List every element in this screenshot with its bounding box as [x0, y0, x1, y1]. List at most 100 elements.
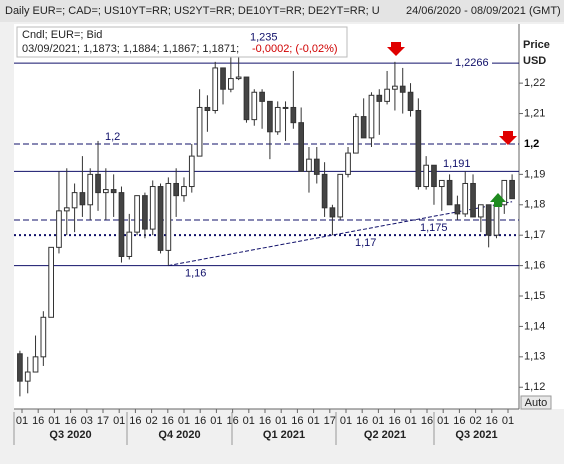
candle-body: [321, 173, 328, 209]
red-arrow: [499, 131, 517, 145]
x-tick-label: 01: [113, 415, 125, 427]
header-range-bg: [402, 2, 564, 20]
candle-body: [290, 106, 297, 124]
candle-body: [48, 246, 54, 318]
x-tick-label: 16: [226, 415, 238, 427]
red-arrow: [387, 42, 405, 56]
y-tick-label: 1,21: [524, 107, 545, 119]
x-tick-label: 16: [486, 415, 498, 427]
y-tick-label: 1,14: [524, 320, 545, 332]
x-tick-label: 16: [421, 415, 433, 427]
level-label: 1,175: [420, 222, 448, 234]
y-tick-label: 1,16: [524, 260, 545, 272]
candle-body: [134, 195, 140, 233]
axis-unit: USD: [523, 55, 546, 67]
y-tick-label: 1,18: [524, 199, 545, 211]
candle-body: [235, 76, 242, 80]
candle-body: [24, 371, 31, 382]
x-tick-label: 01: [502, 415, 514, 427]
candle-body: [360, 116, 367, 139]
x-tick-label: 01: [307, 415, 319, 427]
candle-body: [40, 316, 47, 358]
candle-body: [438, 179, 445, 188]
candle-body: [149, 186, 156, 230]
candle-body: [103, 189, 109, 194]
candle-body: [329, 207, 336, 218]
level-label: 1,2: [105, 131, 120, 143]
candle-body: [142, 195, 148, 230]
x-tick-label: 01: [178, 415, 190, 427]
candle-body: [407, 91, 414, 112]
candle-body: [251, 91, 258, 121]
candle-body: [368, 94, 375, 139]
quarter-label: Q2 2021: [364, 429, 406, 441]
candle-body: [157, 186, 164, 251]
candle-body: [478, 204, 484, 218]
candle-body: [118, 192, 125, 257]
candle-body: [165, 182, 172, 251]
candle-body: [337, 173, 344, 218]
candle-body: [462, 182, 469, 215]
x-tick-label: 16: [129, 415, 141, 427]
legend-line1: Cndl; EUR=; Bid: [22, 29, 102, 41]
x-tick-label: 01: [372, 415, 384, 427]
x-tick-label: 16: [356, 415, 368, 427]
x-tick-label: 16: [64, 415, 76, 427]
candle-body: [173, 182, 179, 197]
candle-body: [431, 164, 437, 188]
candle-body: [71, 192, 78, 209]
x-tick-label: 01: [210, 415, 222, 427]
candle-body: [274, 106, 281, 133]
x-tick-label: 16: [32, 415, 44, 427]
quarter-label: Q3 2021: [455, 429, 497, 441]
x-tick-label: 16: [291, 415, 303, 427]
x-tick-label: 16: [162, 415, 174, 427]
candle-body: [56, 210, 62, 248]
legend-line2: 03/09/2021; 1,1873; 1,1884; 1,1867; 1,18…: [22, 43, 239, 55]
header-range: 24/06/2020 - 08/09/2021 (GMT): [406, 5, 561, 17]
x-tick-label: 16: [259, 415, 271, 427]
auto-button-label[interactable]: Auto: [525, 397, 548, 409]
x-tick-label: 03: [81, 415, 93, 427]
level-label: 1,191: [443, 158, 471, 170]
level-label: 1,17: [355, 237, 376, 249]
candle-body: [220, 67, 226, 90]
peak-label: 1,235: [250, 31, 278, 43]
y-tick-label: 1,12: [524, 381, 545, 393]
candle-body: [32, 356, 39, 373]
x-tick-label: 16: [388, 415, 400, 427]
candle-body: [384, 88, 390, 102]
quarter-label: Q3 2020: [49, 429, 91, 441]
candle-body: [298, 122, 304, 172]
level-label-box: [452, 56, 492, 71]
candle-body: [399, 85, 406, 93]
candle-body: [17, 353, 23, 382]
level-label: 1,2266: [455, 57, 489, 69]
candle-body: [493, 204, 500, 236]
axis-title: Price: [523, 39, 550, 51]
x-tick-label: 17: [97, 415, 109, 427]
candle-body: [306, 158, 312, 172]
y-tick-label: 1,13: [524, 351, 545, 363]
candle-body: [267, 100, 273, 133]
level-axis-label: 1,2: [524, 138, 539, 150]
x-tick-label: 02: [145, 415, 157, 427]
green-arrow: [490, 193, 506, 207]
candle-body: [181, 186, 187, 197]
candle-body: [446, 179, 453, 206]
x-tick-label: 01: [405, 415, 417, 427]
x-tick-label: 02: [469, 415, 481, 427]
level-label: 1,16: [185, 268, 206, 280]
x-tick-label: 16: [453, 415, 465, 427]
candle-body: [228, 78, 234, 90]
candle-body: [243, 76, 250, 121]
y-tick-label: 1,15: [524, 290, 545, 302]
candle-body: [204, 106, 211, 112]
candle-body: [126, 231, 133, 257]
candle-body: [63, 207, 70, 212]
header-title: Daily EUR=; CAD=; US10YT=RR; US2YT=RR; D…: [5, 5, 380, 17]
auto-button[interactable]: [520, 395, 552, 410]
candle-body: [95, 173, 101, 194]
candle-body: [79, 192, 86, 206]
x-tick-label: 01: [340, 415, 352, 427]
